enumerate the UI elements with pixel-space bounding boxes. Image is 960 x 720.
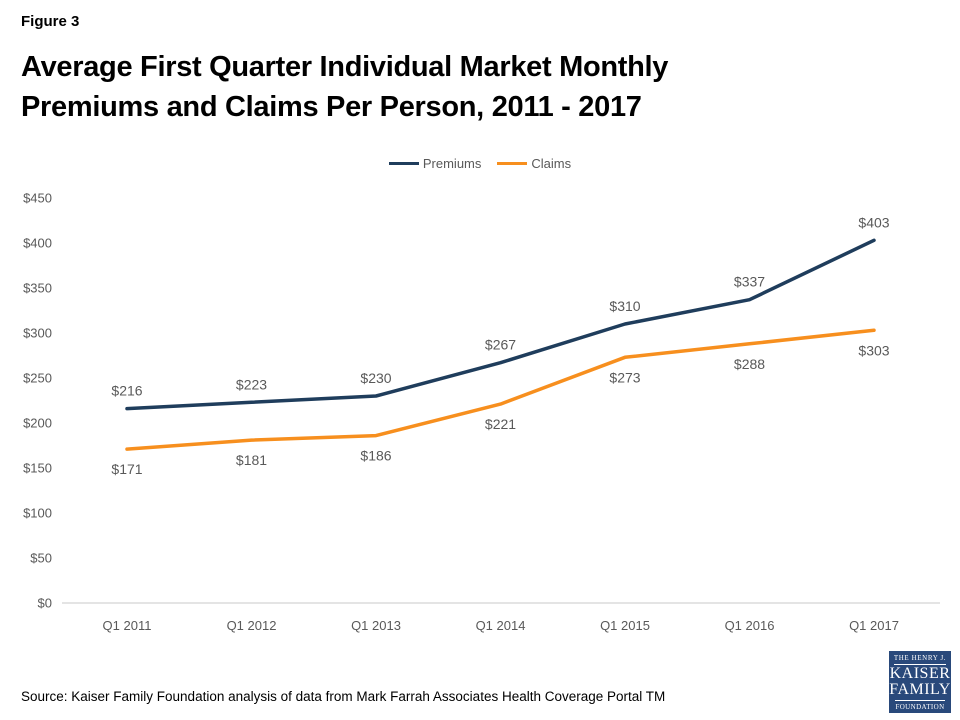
y-tick-label: $100 (23, 506, 52, 521)
claims-data-label: $221 (485, 416, 516, 432)
x-tick-label: Q1 2015 (600, 618, 650, 633)
chart-legend: Premiums Claims (0, 156, 960, 171)
y-tick-label: $450 (23, 191, 52, 206)
premiums-data-label: $223 (236, 376, 267, 392)
claims-data-label: $186 (360, 448, 391, 464)
premiums-data-label: $267 (485, 337, 516, 353)
x-tick-label: Q1 2016 (725, 618, 775, 633)
y-tick-label: $50 (30, 551, 52, 566)
y-tick-label: $400 (23, 236, 52, 251)
kff-logo: THE HENRY J. KAISER FAMILY FOUNDATION (889, 651, 951, 713)
premiums-data-label: $337 (734, 274, 765, 290)
legend-label-claims: Claims (531, 156, 572, 171)
claims-line-swatch (497, 162, 528, 165)
kff-logo-line2: KAISER (889, 664, 951, 682)
claims-line (125, 328, 876, 451)
source-note: Source: Kaiser Family Foundation analysi… (21, 689, 666, 704)
kff-logo-line3: FAMILY (889, 680, 951, 698)
claims-data-label: $303 (858, 342, 889, 358)
claims-data-label: $171 (111, 461, 142, 477)
y-tick-label: $250 (23, 371, 52, 386)
claims-data-label: $181 (236, 452, 267, 468)
claims-data-label: $273 (609, 369, 640, 385)
legend-item-premiums: Premiums (388, 156, 482, 171)
kff-logo-line1: THE HENRY J. (893, 654, 947, 665)
figure-label: Figure 3 (21, 13, 80, 30)
premiums-data-label: $230 (360, 370, 391, 386)
premiums-data-label: $310 (609, 298, 640, 314)
chart-title-line1: Average First Quarter Individual Market … (21, 51, 669, 83)
y-tick-label: $350 (23, 281, 52, 296)
legend-item-claims: Claims (497, 156, 571, 171)
premiums-line (125, 238, 876, 411)
y-tick-label: $300 (23, 326, 52, 341)
legend-label-premiums: Premiums (422, 156, 482, 171)
premiums-data-label: $403 (858, 214, 889, 230)
y-tick-label: $150 (23, 461, 52, 476)
x-tick-label: Q1 2013 (351, 618, 401, 633)
kff-logo-line4: FOUNDATION (895, 699, 945, 711)
x-tick-label: Q1 2014 (476, 618, 526, 633)
x-tick-label: Q1 2012 (227, 618, 277, 633)
premiums-line-swatch (388, 162, 419, 165)
premiums-data-label: $216 (111, 383, 142, 399)
y-tick-label: $0 (38, 596, 52, 611)
chart-title-line2: Premiums and Claims Per Person, 2011 - 2… (21, 91, 642, 123)
x-tick-label: Q1 2017 (849, 618, 899, 633)
claims-data-label: $288 (734, 356, 765, 372)
chart-title: Average First Quarter Individual Market … (21, 47, 668, 127)
x-tick-label: Q1 2011 (103, 618, 152, 633)
y-tick-label: $200 (23, 416, 52, 431)
